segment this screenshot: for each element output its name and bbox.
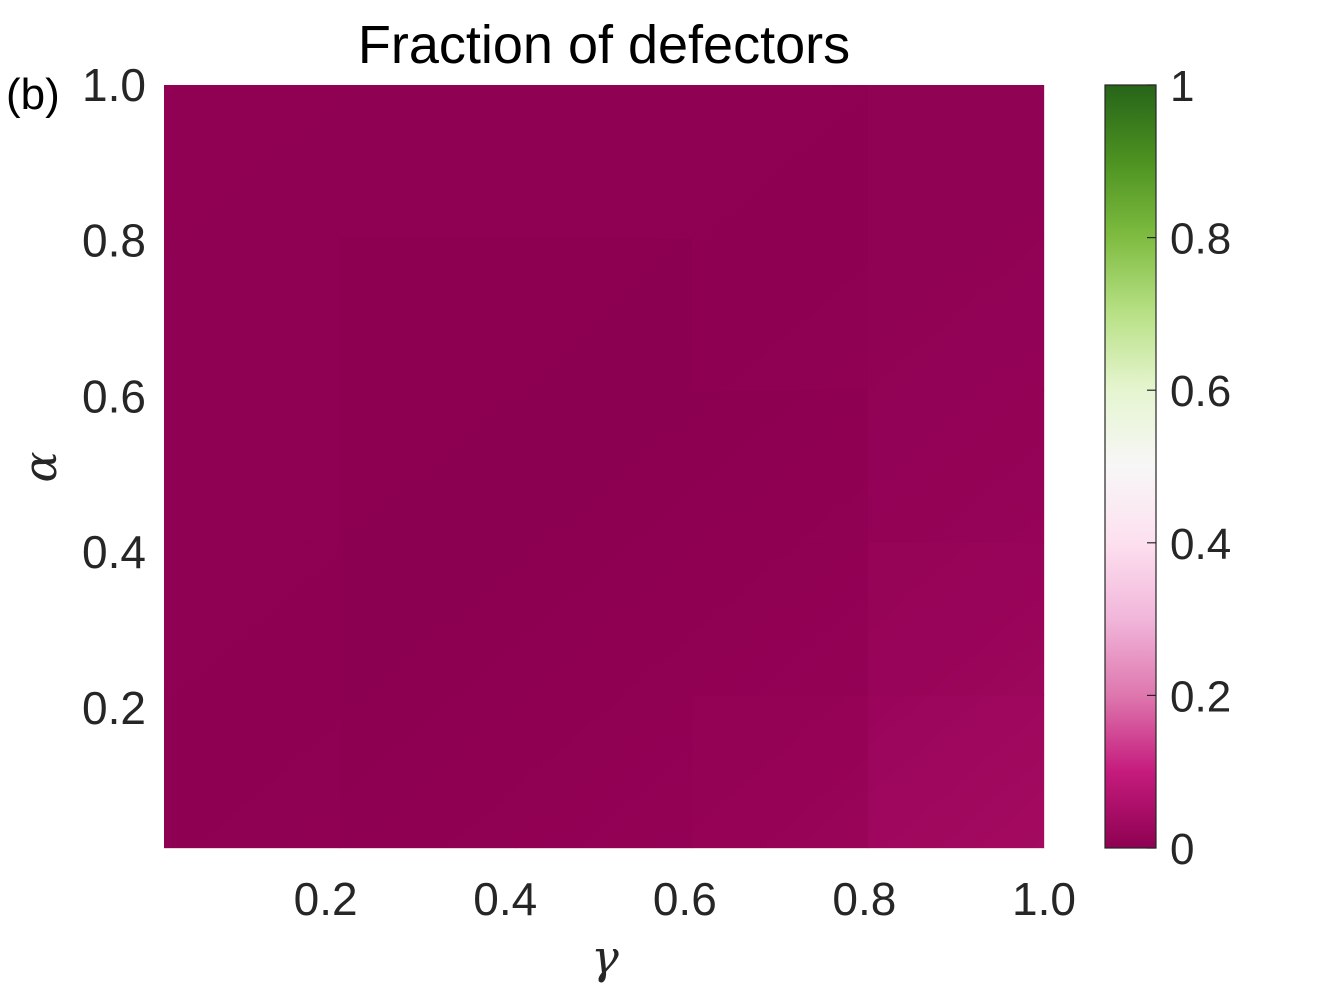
y-tick-label: 0.8 [82, 215, 146, 267]
heatmap-cell [868, 542, 1045, 696]
heatmap-cell [692, 542, 869, 696]
heatmap-cell [340, 695, 517, 849]
heatmap-cell [516, 237, 693, 391]
heatmap-background [164, 85, 1044, 848]
heatmap-cell [868, 695, 1045, 849]
heatmap-cell [516, 695, 693, 849]
heatmap-cell [868, 237, 1045, 391]
colorbar-tick-label: 0.8 [1170, 215, 1231, 264]
y-tick-label: 0.2 [82, 682, 146, 734]
heatmap-cell [868, 85, 1045, 239]
colorbar-tick-label: 0.4 [1170, 520, 1231, 569]
y-tick-label: 1.0 [82, 59, 146, 111]
x-tick-label: 0.4 [473, 873, 537, 925]
y-tick-label: 0.4 [82, 526, 146, 578]
colorbar-gradient [1104, 84, 1157, 849]
heatmap-cell [516, 85, 693, 239]
colorbar-tick-label: 0.2 [1170, 672, 1231, 721]
heatmap-cell [164, 542, 341, 696]
heatmap-cell [340, 85, 517, 239]
heatmap-cell [516, 390, 693, 544]
heatmap-cell [692, 390, 869, 544]
heatmap-cell [164, 85, 341, 239]
heatmap-cell [340, 237, 517, 391]
chart-title: Fraction of defectors [357, 15, 851, 75]
heatmap-cell [868, 390, 1045, 544]
axes: 0.2 0.4 0.6 0.8 1.0 0.2 0.4 0.6 0.8 1.0 [82, 59, 1076, 925]
heatmap-cell [164, 237, 341, 391]
heatmap-cell [692, 237, 869, 391]
heatmap-cell [340, 390, 517, 544]
panel-label: (b) [6, 70, 60, 119]
colorbar-tick-label: 1 [1170, 62, 1194, 111]
heatmap-cell [692, 695, 869, 849]
heatmap-cell [164, 695, 341, 849]
x-tick-label: 0.2 [294, 873, 358, 925]
x-tick-label: 0.6 [653, 873, 717, 925]
x-tick-label: 0.8 [832, 873, 896, 925]
colorbar: 0 0.2 0.4 0.6 0.8 1 [1104, 62, 1231, 874]
heatmap-cell [164, 390, 341, 544]
heatmap-cell [340, 542, 517, 696]
x-axis-label: γ [591, 930, 619, 984]
heatmap-cell [692, 85, 869, 239]
y-tick-label: 0.6 [82, 370, 146, 422]
heatmap-area [164, 85, 1045, 849]
x-tick-label: 1.0 [1012, 873, 1076, 925]
colorbar-tick-label: 0.6 [1170, 367, 1231, 416]
colorbar-tick-label: 0 [1170, 825, 1194, 874]
heatmap-cell [516, 542, 693, 696]
